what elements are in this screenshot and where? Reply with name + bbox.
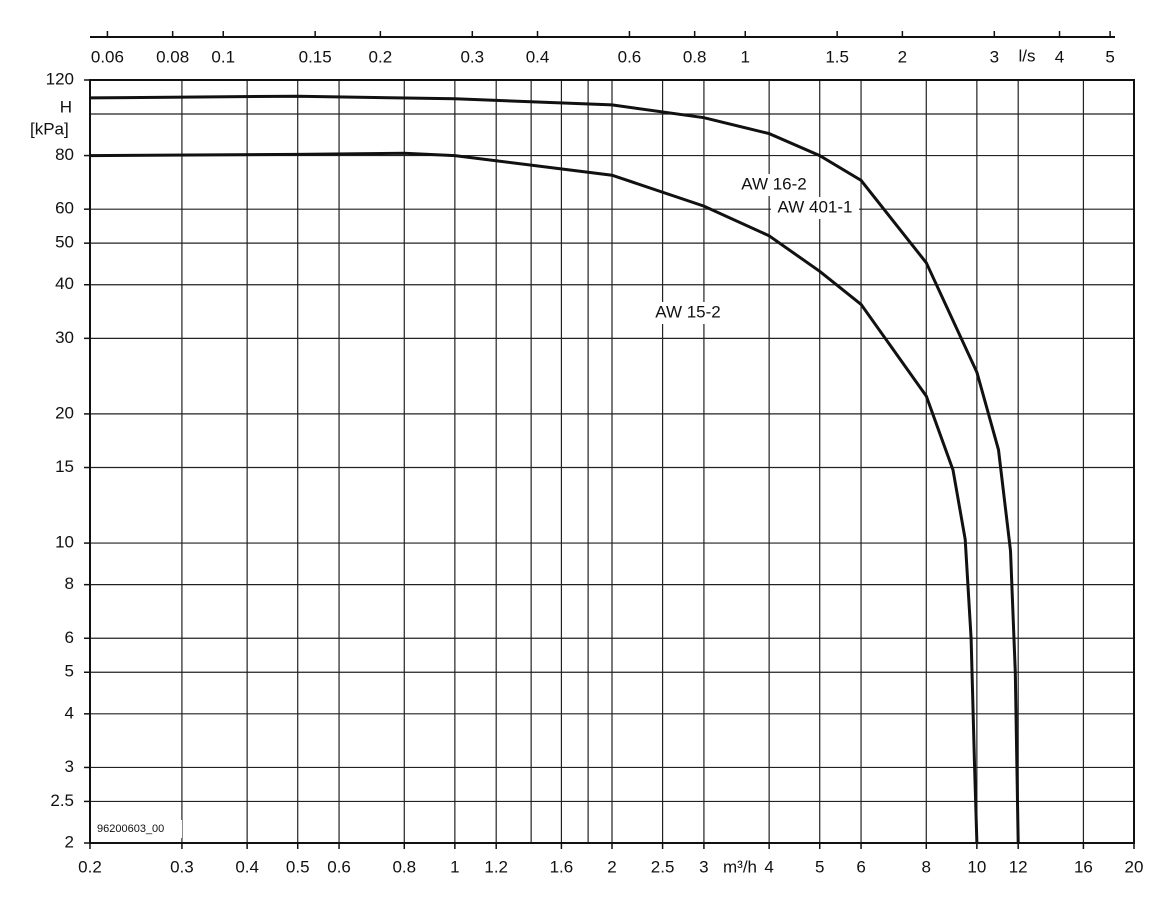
x2-tick-label: 5	[1105, 47, 1114, 66]
x2-tick-label: 4	[1055, 47, 1064, 66]
y-tick-label: 80	[55, 145, 74, 164]
curve	[89, 151, 979, 844]
x-tick-label: 0.4	[235, 857, 259, 876]
label-bg	[771, 197, 859, 219]
x2-tick-label: 2	[898, 47, 907, 66]
x2-tick-label: 0.08	[156, 47, 189, 66]
y-tick-label: 2	[65, 832, 74, 851]
x2-tick-label: 0.4	[526, 47, 550, 66]
y-tick-label: 40	[55, 274, 74, 293]
x2-tick-label: 1	[741, 47, 750, 66]
x-tick-label: 16	[1074, 857, 1093, 876]
y-axis-label: H	[60, 97, 72, 116]
x2-tick-label: 0.15	[299, 47, 332, 66]
x-tick-label: 4	[764, 857, 773, 876]
x2-tick-label: 0.1	[211, 47, 235, 66]
x-tick-label: 3	[699, 857, 708, 876]
label-bg	[644, 302, 732, 324]
x-tick-label: 5	[815, 857, 824, 876]
x-tick-label: 20	[1125, 857, 1144, 876]
x2-tick-label: 3	[990, 47, 999, 66]
x-tick-label: 0.2	[78, 857, 102, 876]
y-tick-label: 50	[55, 233, 74, 252]
x2-tick-label: 0.3	[460, 47, 484, 66]
x-tick-label: 12	[1009, 857, 1028, 876]
y-tick-label: 30	[55, 328, 74, 347]
x2-tick-label: 0.6	[618, 47, 642, 66]
y-tick-label: 10	[55, 533, 74, 552]
x2-tick-label: 1.5	[825, 47, 849, 66]
y-axis-unit: [kPa]	[30, 119, 69, 138]
x2-axis-label: l/s	[1019, 46, 1036, 65]
y-tick-label: 20	[55, 403, 74, 422]
x-tick-label: 0.3	[170, 857, 194, 876]
curve-label: AW 401-1	[778, 197, 853, 216]
x-tick-label: 6	[856, 857, 865, 876]
x-tick-label: 2	[607, 857, 616, 876]
x2-tick-label: 0.2	[369, 47, 393, 66]
y-tick-label: 6	[65, 628, 74, 647]
x-tick-label: 1	[450, 857, 459, 876]
x-tick-label: 10	[967, 857, 986, 876]
y-tick-label: 2.5	[50, 791, 74, 810]
y-tick-label: 120	[46, 69, 74, 88]
y-tick-label: 15	[55, 457, 74, 476]
x-tick-label: 1.2	[484, 857, 508, 876]
label-bg	[730, 174, 818, 196]
y-tick-label: 60	[55, 199, 74, 218]
curve-label: AW 15-2	[655, 302, 721, 321]
y-tick-label: 4	[65, 703, 74, 722]
y-tick-label: 5	[65, 662, 74, 681]
curve	[89, 94, 1020, 844]
y-tick-label: 3	[65, 757, 74, 776]
x-tick-label: 8	[922, 857, 931, 876]
curve-label: AW 16-2	[741, 174, 807, 193]
x-tick-label: 0.8	[392, 857, 416, 876]
x2-tick-label: 0.06	[91, 47, 124, 66]
x-tick-label: 0.6	[327, 857, 351, 876]
y-tick-label: 8	[65, 574, 74, 593]
x-axis-label: m³/h	[723, 857, 757, 876]
x2-tick-label: 0.8	[683, 47, 707, 66]
x-tick-label: 2.5	[651, 857, 675, 876]
x-tick-label: 0.5	[286, 857, 310, 876]
figure-code: 96200603_00	[97, 823, 164, 835]
code-bg	[94, 820, 182, 838]
x-tick-label: 1.6	[550, 857, 574, 876]
